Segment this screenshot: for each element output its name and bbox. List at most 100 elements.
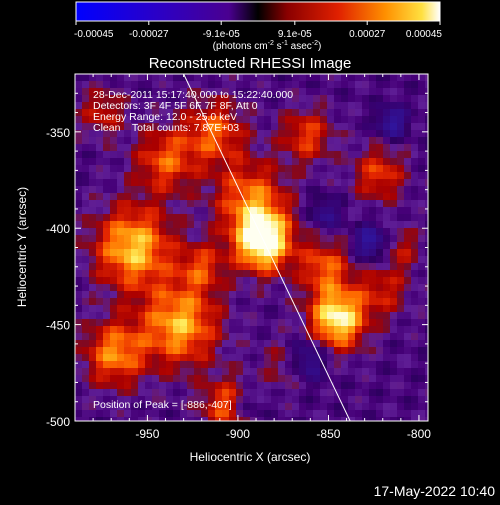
heatmap-cell	[89, 116, 97, 124]
heatmap-cell	[194, 305, 202, 313]
heatmap-cell	[215, 74, 223, 82]
heatmap-cell	[425, 284, 428, 292]
heatmap-cell	[264, 326, 272, 334]
heatmap-cell	[82, 81, 90, 89]
heatmap-cell	[173, 270, 181, 278]
heatmap-cell	[89, 333, 97, 341]
heatmap-cell	[285, 333, 293, 341]
heatmap-cell	[257, 123, 265, 131]
heatmap-cell	[180, 151, 188, 159]
heatmap-cell	[215, 340, 223, 348]
heatmap-cell	[89, 319, 97, 327]
heatmap-cell	[257, 172, 265, 180]
heatmap-cell	[271, 291, 279, 299]
heatmap-cell	[306, 270, 314, 278]
heatmap-cell	[215, 347, 223, 355]
heatmap-cell	[355, 298, 363, 306]
heatmap-cell	[159, 88, 167, 96]
heatmap-cell	[320, 396, 328, 404]
heatmap-cell	[89, 221, 97, 229]
heatmap-cell	[201, 354, 209, 362]
heatmap-cell	[390, 200, 398, 208]
heatmap-cell	[173, 410, 181, 418]
heatmap-cell	[173, 74, 181, 82]
heatmap-cell	[404, 158, 412, 166]
heatmap-cell	[82, 172, 90, 180]
heatmap-cell	[418, 165, 426, 173]
heatmap-cell	[103, 186, 111, 194]
heatmap-cell	[145, 214, 153, 222]
heatmap-cell	[208, 151, 216, 159]
heatmap-cell	[411, 130, 419, 138]
heatmap-cell	[313, 214, 321, 222]
heatmap-cell	[292, 382, 300, 390]
heatmap-cell	[334, 403, 342, 411]
heatmap-cell	[131, 249, 139, 257]
heatmap-cell	[418, 193, 426, 201]
heatmap-cell	[397, 368, 405, 376]
heatmap-cell	[341, 305, 349, 313]
heatmap-cell	[194, 319, 202, 327]
heatmap-cell	[264, 172, 272, 180]
heatmap-cell	[215, 130, 223, 138]
heatmap-cell	[271, 403, 279, 411]
heatmap-cell	[96, 270, 104, 278]
heatmap-cell	[299, 214, 307, 222]
heatmap-cell	[180, 312, 188, 320]
heatmap-cell	[390, 270, 398, 278]
heatmap-cell	[264, 312, 272, 320]
heatmap-cell	[334, 123, 342, 131]
heatmap-cell	[173, 396, 181, 404]
heatmap-cell	[187, 200, 195, 208]
heatmap-cell	[75, 333, 83, 341]
heatmap-cell	[131, 165, 139, 173]
heatmap-cell	[355, 81, 363, 89]
heatmap-cell	[257, 228, 265, 236]
heatmap-cell	[320, 319, 328, 327]
heatmap-cell	[285, 375, 293, 383]
heatmap-cell	[166, 291, 174, 299]
heatmap-cell	[152, 95, 160, 103]
heatmap-cell	[341, 354, 349, 362]
heatmap-cell	[187, 123, 195, 131]
heatmap-cell	[299, 193, 307, 201]
heatmap-cell	[96, 228, 104, 236]
heatmap-cell	[348, 116, 356, 124]
heatmap-cell	[404, 172, 412, 180]
heatmap-cell	[341, 179, 349, 187]
heatmap-cell	[124, 123, 132, 131]
heatmap-cell	[194, 333, 202, 341]
heatmap-cell	[222, 375, 230, 383]
heatmap-cell	[355, 214, 363, 222]
heatmap-cell	[75, 88, 83, 96]
heatmap-cell	[131, 193, 139, 201]
heatmap-cell	[138, 256, 146, 264]
heatmap-cell	[425, 410, 428, 418]
heatmap-cell	[369, 207, 377, 215]
heatmap-cell	[215, 228, 223, 236]
heatmap-cell	[75, 396, 83, 404]
heatmap-cell	[145, 228, 153, 236]
heatmap-cell	[131, 333, 139, 341]
heatmap-cell	[250, 284, 258, 292]
heatmap-cell	[82, 277, 90, 285]
heatmap-cell	[397, 158, 405, 166]
heatmap-cell	[257, 88, 265, 96]
heatmap-cell	[96, 305, 104, 313]
heatmap-cell	[397, 396, 405, 404]
heatmap-cell	[173, 354, 181, 362]
heatmap-cell	[418, 200, 426, 208]
heatmap-cell	[306, 179, 314, 187]
heatmap-cell	[271, 109, 279, 117]
heatmap-cell	[243, 368, 251, 376]
heatmap-cell	[320, 263, 328, 271]
heatmap-cell	[236, 81, 244, 89]
heatmap-cell	[278, 116, 286, 124]
heatmap-cell	[250, 270, 258, 278]
heatmap-cell	[222, 312, 230, 320]
heatmap-cell	[334, 235, 342, 243]
heatmap-cell	[306, 95, 314, 103]
heatmap-cell	[411, 228, 419, 236]
heatmap-cell	[145, 270, 153, 278]
heatmap-cell	[236, 249, 244, 257]
